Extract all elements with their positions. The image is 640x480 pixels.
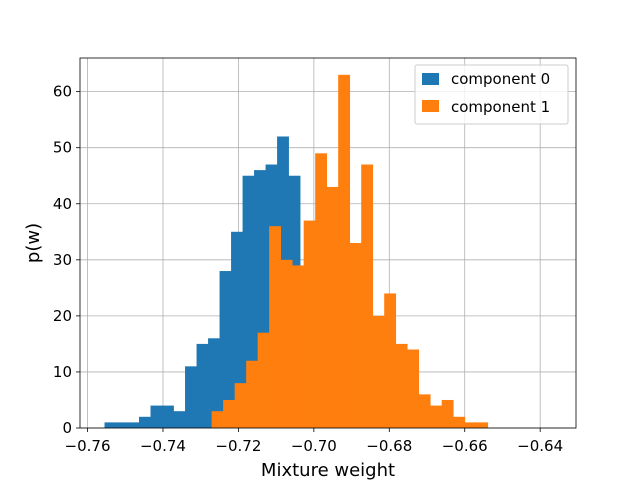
bar-component-1 [280, 259, 293, 428]
x-axis-label: Mixture weight [261, 460, 395, 480]
bar-component-1 [349, 243, 362, 428]
y-axis-ticks: 0 10 20 30 40 50 60 [53, 83, 80, 437]
legend-label-component-0: component 0 [451, 70, 550, 88]
bar-component-1 [453, 416, 466, 428]
bar-component-0 [231, 231, 243, 428]
bar-component-0 [139, 416, 151, 428]
bar-component-0 [242, 175, 255, 428]
bar-component-1 [395, 343, 408, 428]
bar-component-0 [196, 343, 209, 428]
legend-swatch-component-0 [422, 73, 439, 85]
bar-component-0 [127, 422, 140, 428]
bar-component-1 [407, 349, 420, 428]
x-tick-label: −0.76 [65, 437, 111, 455]
bar-component-1 [303, 220, 316, 428]
y-tick-label: 20 [53, 307, 72, 325]
bar-component-1 [326, 186, 339, 428]
bar-component-1 [372, 315, 385, 428]
y-tick-label: 40 [53, 195, 72, 213]
x-axis-ticks: −0.76 −0.74 −0.72 −0.70 −0.68 −0.66 −0.64 [65, 428, 563, 455]
y-tick-label: 0 [62, 419, 72, 437]
legend-label-component-1: component 1 [451, 98, 550, 116]
x-tick-label: −0.70 [291, 437, 337, 455]
x-tick-label: −0.68 [366, 437, 412, 455]
series-component-1 [211, 74, 489, 429]
y-tick-label: 60 [53, 83, 72, 101]
y-tick-label: 30 [53, 251, 72, 269]
bar-component-1 [418, 394, 431, 428]
legend-swatch-component-1 [422, 100, 439, 112]
x-tick-label: −0.74 [140, 437, 186, 455]
bar-component-0 [208, 338, 220, 428]
bar-component-0 [104, 422, 117, 428]
bar-component-1 [384, 293, 397, 428]
bar-component-1 [476, 422, 489, 428]
bar-component-0 [173, 411, 186, 428]
x-tick-label: −0.72 [215, 437, 261, 455]
legend-box [414, 64, 569, 125]
bar-component-1 [234, 383, 247, 428]
bar-component-1 [211, 411, 224, 428]
bar-component-0 [185, 366, 197, 428]
bar-component-1 [269, 226, 282, 428]
bar-component-1 [464, 422, 477, 428]
bar-component-1 [223, 399, 235, 428]
bar-component-0 [162, 405, 174, 428]
y-tick-label: 10 [53, 363, 72, 381]
x-tick-label: −0.66 [442, 437, 488, 455]
legend: component 0 component 1 [414, 64, 569, 125]
bar-component-1 [315, 153, 328, 428]
y-axis-label: p(w) [23, 223, 44, 263]
bar-component-0 [116, 422, 128, 428]
y-tick-label: 50 [53, 139, 72, 157]
bar-component-1 [361, 164, 374, 429]
histogram-bars [104, 74, 489, 429]
bar-component-0 [254, 170, 266, 428]
x-tick-label: −0.64 [517, 437, 563, 455]
bar-component-1 [246, 360, 259, 428]
bar-component-1 [441, 399, 454, 428]
bar-component-1 [430, 405, 443, 428]
bar-component-1 [292, 265, 305, 428]
bar-component-0 [219, 271, 232, 428]
bar-component-1 [338, 74, 351, 429]
bar-component-0 [150, 405, 163, 428]
bar-component-1 [257, 332, 270, 428]
axes-frame [79, 57, 577, 429]
